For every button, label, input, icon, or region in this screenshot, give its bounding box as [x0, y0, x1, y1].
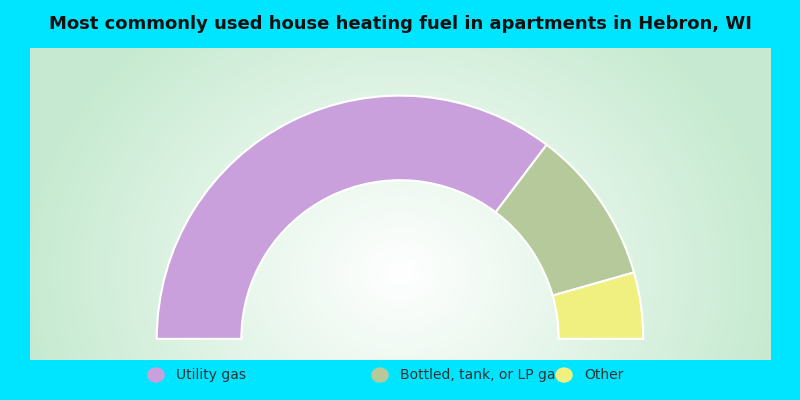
- Ellipse shape: [371, 367, 389, 383]
- Text: Most commonly used house heating fuel in apartments in Hebron, WI: Most commonly used house heating fuel in…: [49, 15, 751, 33]
- Ellipse shape: [555, 367, 573, 383]
- Wedge shape: [496, 145, 634, 296]
- Text: Bottled, tank, or LP gas: Bottled, tank, or LP gas: [400, 368, 562, 382]
- Text: Other: Other: [584, 368, 623, 382]
- Wedge shape: [157, 96, 546, 339]
- Text: Utility gas: Utility gas: [176, 368, 246, 382]
- Wedge shape: [553, 272, 643, 339]
- Ellipse shape: [147, 367, 165, 383]
